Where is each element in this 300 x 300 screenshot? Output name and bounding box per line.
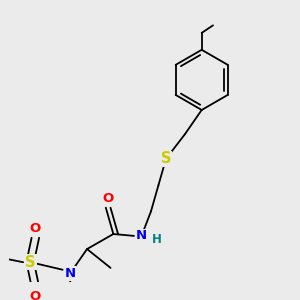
Text: H: H xyxy=(152,233,161,246)
Text: O: O xyxy=(102,192,113,205)
Text: O: O xyxy=(30,222,41,235)
Text: N: N xyxy=(64,267,76,280)
Text: S: S xyxy=(26,255,36,270)
Text: S: S xyxy=(161,151,171,166)
Text: N: N xyxy=(136,230,147,242)
Text: O: O xyxy=(30,290,41,300)
